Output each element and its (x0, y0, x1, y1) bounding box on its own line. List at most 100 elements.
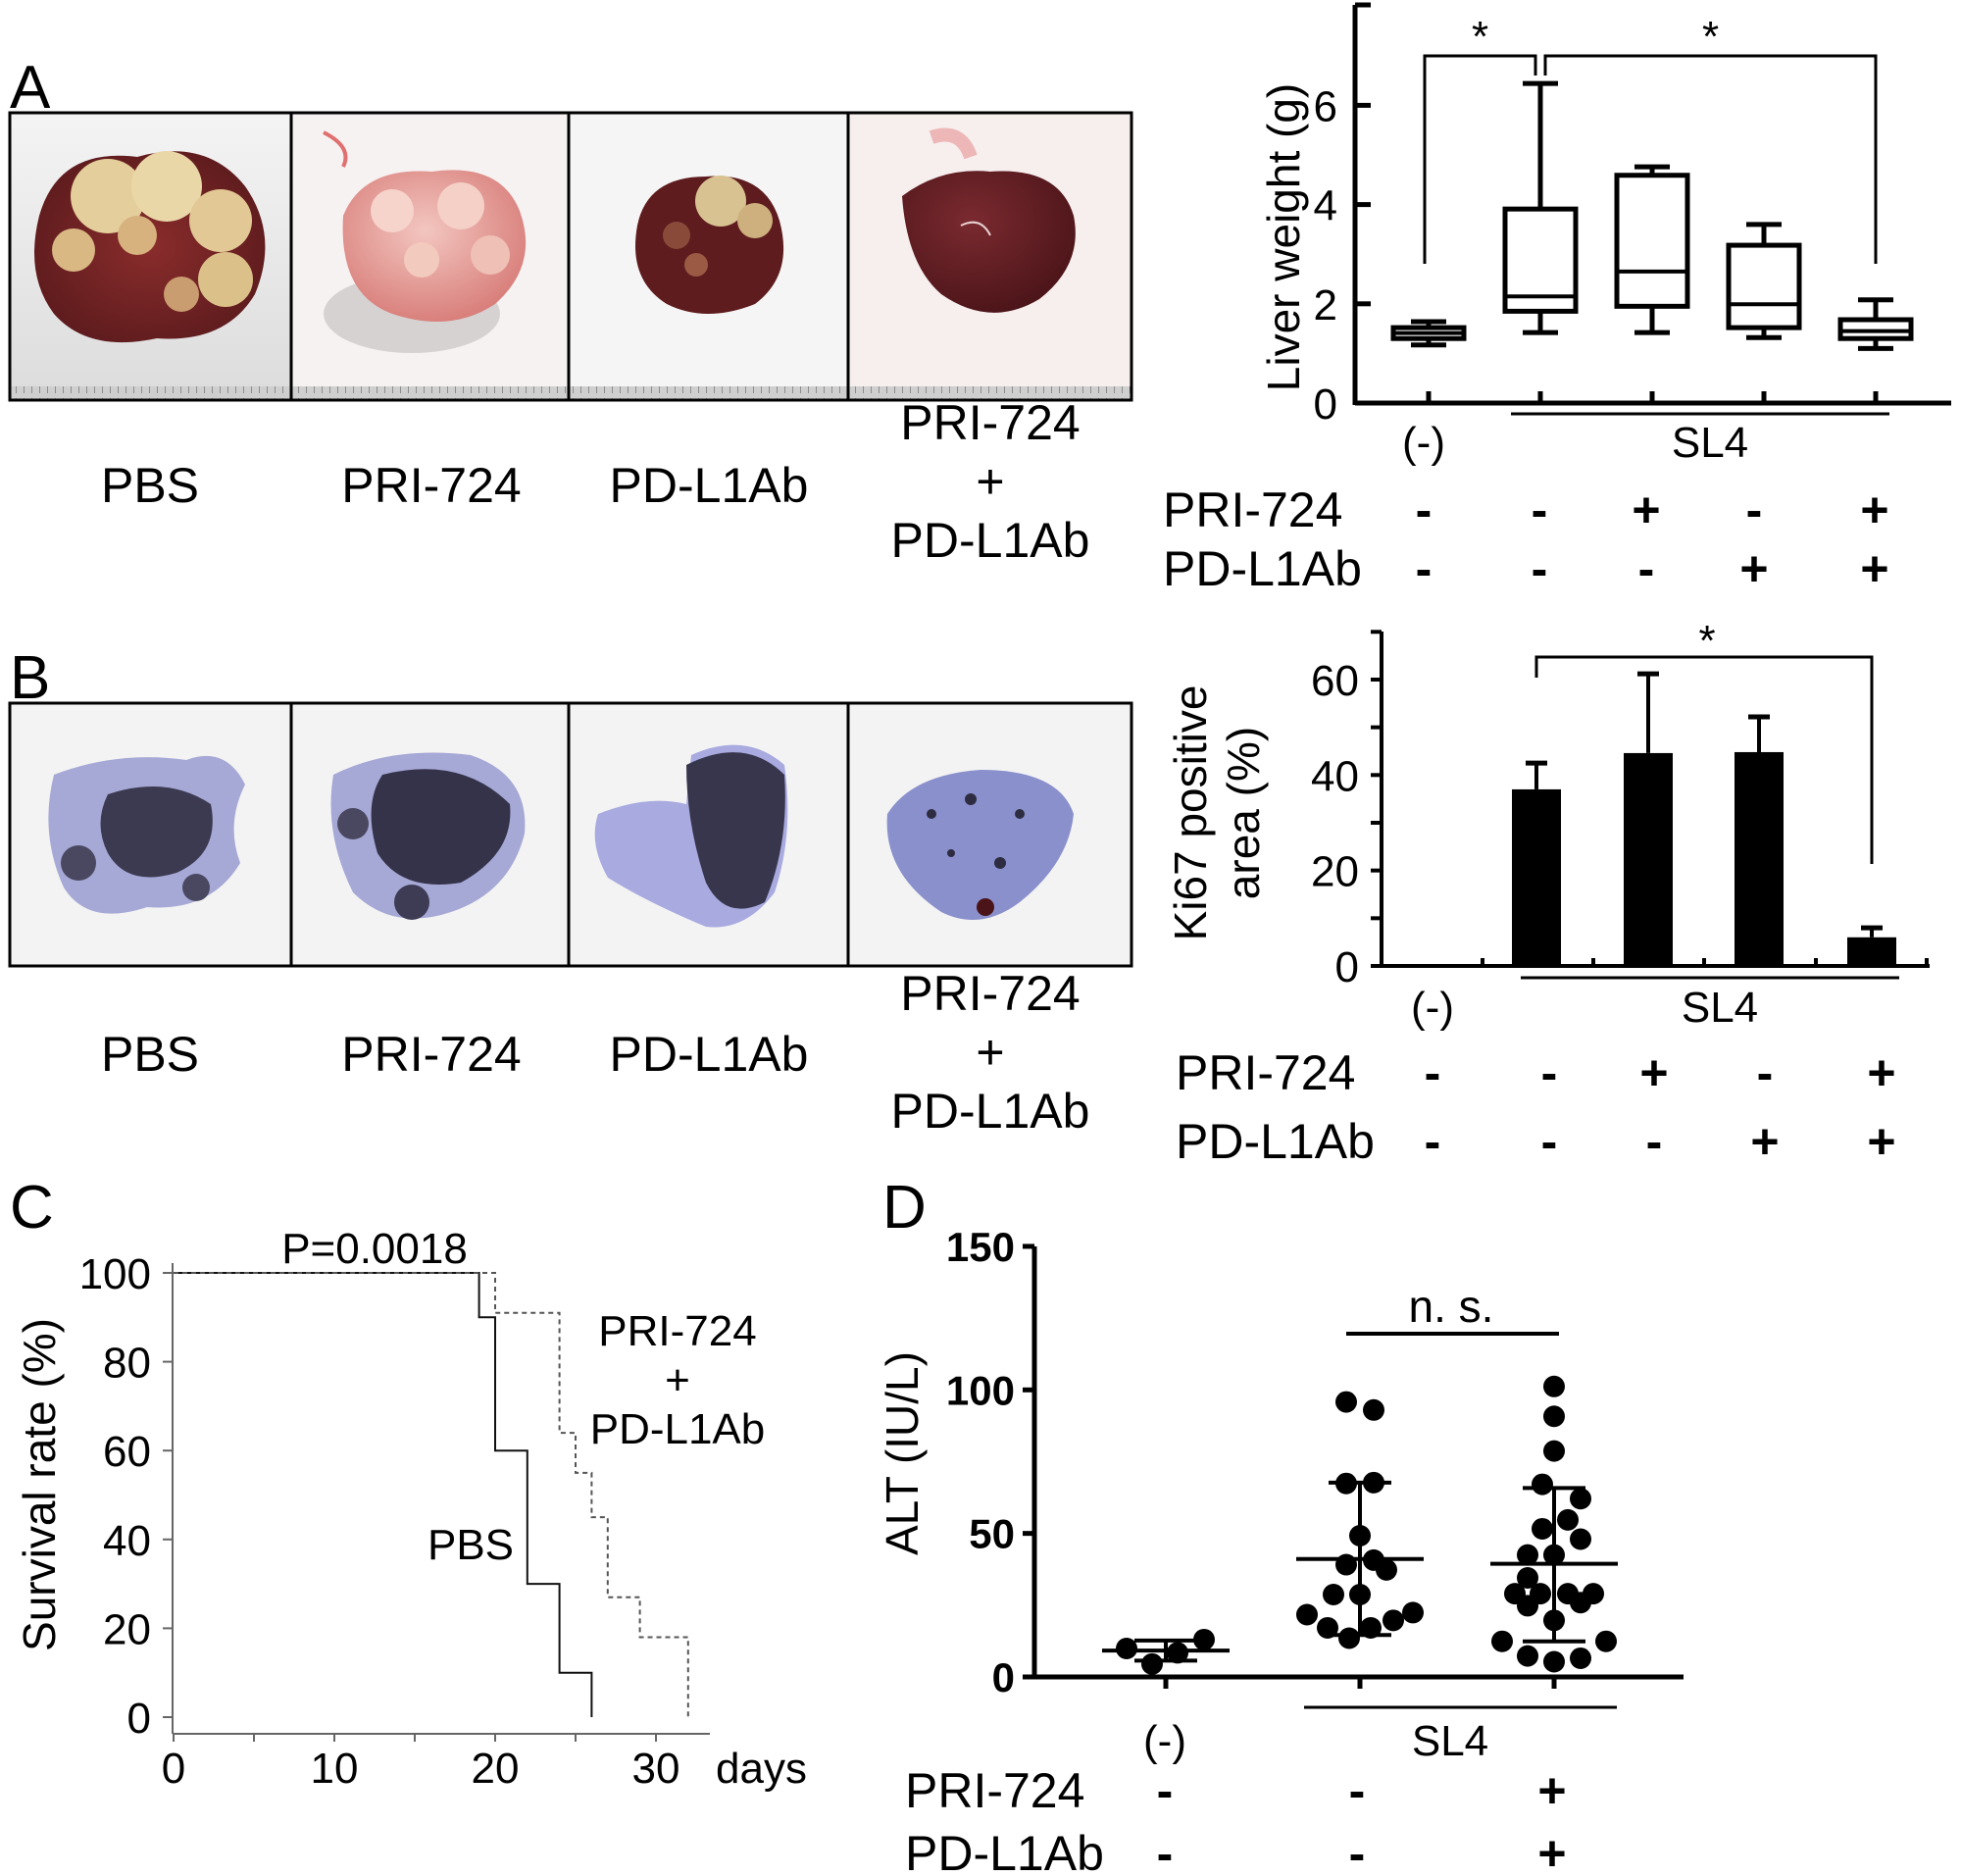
minus-sign: - (1157, 1763, 1174, 1818)
treatment-label: PRI-724 (1176, 1045, 1355, 1100)
series-label-combo-2: PD-L1Ab (590, 1405, 766, 1453)
x-tick-label: 10 (311, 1745, 359, 1793)
bar (1735, 751, 1784, 966)
data-point (1363, 1398, 1384, 1421)
y-tick-label: 60 (103, 1428, 151, 1476)
plus-sign: + (1867, 1114, 1895, 1169)
y-tick-label: 20 (103, 1605, 151, 1653)
treatment-label: PD-L1Ab (1163, 541, 1362, 596)
data-point (1570, 1488, 1591, 1510)
data-point (1193, 1628, 1215, 1650)
histology-photo-combo (846, 701, 1133, 968)
plus-sign: + (1537, 1763, 1566, 1818)
x-tick-label: 0 (162, 1745, 185, 1793)
significance-star: * (1472, 13, 1488, 61)
series-label-combo-1: PRI-724 (598, 1307, 756, 1355)
plus-sign: + (1537, 1826, 1566, 1876)
panel-label-d: D (882, 1174, 927, 1242)
photo-label-pri-724: PRI-724 (341, 458, 521, 513)
minus-sign: - (1425, 1045, 1441, 1100)
data-point (1570, 1592, 1591, 1614)
minus-sign: - (1425, 1114, 1441, 1169)
significance-bracket (1423, 54, 1537, 264)
minus-sign: - (1157, 1826, 1174, 1876)
data-point (1557, 1508, 1579, 1531)
panel-label-c: C (10, 1174, 54, 1242)
survival-line-pbs (174, 1272, 593, 1717)
histology-label-pd-l1ab: PD-L1Ab (610, 1027, 809, 1082)
survival-chart: Survival rate (%) days P=0.0018 PBS PRI-… (14, 1225, 807, 1793)
data-point (1517, 1544, 1538, 1566)
ki67-bar-chart: Ki67 positive area (%) 0 20 40 60 * (-) SL4 PRI… (1165, 617, 1930, 1169)
minus-sign: - (1532, 541, 1548, 596)
y-tick-label: 60 (1311, 657, 1359, 705)
minus-sign: - (1746, 482, 1763, 537)
bar (1512, 788, 1561, 966)
minus-sign: - (1349, 1763, 1366, 1818)
y-tick-label: 0 (1314, 380, 1337, 429)
treatment-label: PD-L1Ab (1176, 1114, 1375, 1169)
y-tick-label: 6 (1314, 82, 1337, 130)
histology-photo-pbs (8, 701, 293, 968)
histology-photo-pd-l1ab (567, 701, 850, 968)
group-label-control: (-) (1143, 1717, 1186, 1765)
y-tick-label: 4 (1314, 182, 1337, 230)
minus-sign: - (1541, 1114, 1558, 1169)
box (1614, 173, 1690, 309)
data-point (1338, 1627, 1360, 1649)
plus-sign: + (1867, 1045, 1895, 1100)
box (1502, 206, 1579, 314)
group-label-sl4: SL4 (1412, 1717, 1488, 1765)
series-label-pbs: PBS (427, 1521, 514, 1569)
ns-annotation: n. s. (1409, 1281, 1494, 1332)
y-tick-label: 0 (1335, 943, 1359, 991)
box-ylabel: Liver weight (g) (1258, 83, 1309, 391)
histology-label-combo-2: PD-L1Ab (891, 1084, 1090, 1139)
y-tick-label: 40 (103, 1517, 151, 1565)
data-point (1543, 1440, 1565, 1462)
histology-label-combo-1: PRI-724 (900, 966, 1080, 1021)
histology-photos-row (8, 701, 1133, 968)
data-point (1570, 1528, 1591, 1550)
group-label-sl4: SL4 (1672, 419, 1748, 467)
y-tick-label: 20 (1311, 848, 1359, 896)
histology-photo-pri-724 (289, 701, 571, 968)
histology-label-pri-724: PRI-724 (341, 1027, 521, 1082)
minus-sign: - (1646, 1114, 1663, 1169)
data-point (1532, 1517, 1553, 1540)
plus-sign: + (1639, 1045, 1668, 1100)
box (1726, 242, 1802, 330)
plus-sign: + (1750, 1114, 1779, 1169)
treatment-label: PRI-724 (1163, 482, 1342, 537)
y-tick-label: 2 (1314, 281, 1337, 330)
box (1837, 317, 1914, 341)
bar-ylabel-line2: area (%) (1218, 727, 1269, 899)
data-point (1296, 1603, 1318, 1626)
significance-bracket (1543, 54, 1878, 264)
data-point (1491, 1630, 1513, 1652)
y-tick-label: 50 (969, 1511, 1015, 1557)
minus-sign: - (1638, 541, 1655, 596)
plus-sign: + (1860, 541, 1888, 596)
data-point (1383, 1609, 1404, 1632)
panel-label-a: A (10, 54, 51, 122)
x-tick-label: 20 (472, 1745, 520, 1793)
data-point (1570, 1647, 1591, 1669)
data-point (1323, 1583, 1344, 1605)
survival-line-combo (174, 1272, 689, 1717)
group-label-sl4: SL4 (1682, 984, 1758, 1032)
data-point (1543, 1405, 1565, 1428)
data-point (1517, 1645, 1538, 1667)
y-tick-label: 150 (946, 1224, 1015, 1270)
y-tick-label: 80 (103, 1340, 151, 1388)
photo-label-combo-1: PRI-724 (900, 395, 1080, 450)
minus-sign: - (1541, 1045, 1558, 1100)
bar (1624, 752, 1673, 966)
survival-ylabel: Survival rate (%) (14, 1318, 65, 1651)
alt-scatter-chart: ALT (IU/L) n. s. 0 50 100 150 (-) SL4 PRI-724 -… (877, 1224, 1684, 1876)
significance-star: * (1698, 617, 1715, 665)
minus-sign: - (1416, 482, 1433, 537)
liver-photo-combo (846, 111, 1133, 402)
